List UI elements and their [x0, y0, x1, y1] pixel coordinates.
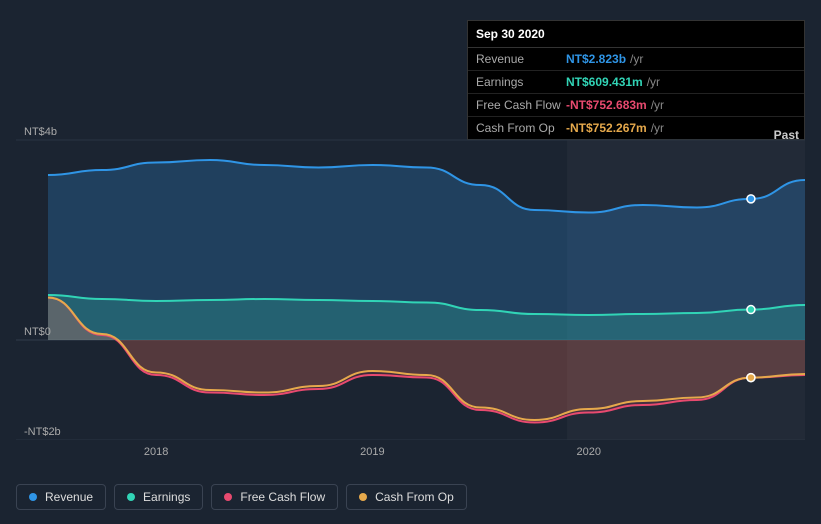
- tooltip-row-value: NT$609.431m: [566, 75, 643, 89]
- tooltip-date: Sep 30 2020: [468, 21, 804, 48]
- legend-dot-icon: [29, 493, 37, 501]
- legend-item-label: Cash From Op: [375, 490, 454, 504]
- y-axis-label: -NT$2b: [24, 426, 61, 438]
- legend-item-label: Revenue: [45, 490, 93, 504]
- y-axis-label: NT$0: [24, 326, 51, 338]
- chart-area[interactable]: Past NT$4b NT$0 -NT$2b 2018 2019 2020: [16, 120, 805, 460]
- legend-item-label: Earnings: [143, 490, 190, 504]
- tooltip-row-suffix: /yr: [651, 98, 664, 112]
- legend-item[interactable]: Earnings: [114, 484, 203, 510]
- legend-dot-icon: [359, 493, 367, 501]
- tooltip-row-label: Free Cash Flow: [476, 98, 566, 112]
- legend: Revenue Earnings Free Cash Flow Cash From O…: [16, 484, 467, 510]
- x-axis-label: 2018: [144, 446, 168, 458]
- legend-dot-icon: [127, 493, 135, 501]
- tooltip-row-value: NT$2.823b: [566, 52, 626, 66]
- x-axis-label: 2019: [360, 446, 384, 458]
- tooltip-row-suffix: /yr: [647, 75, 660, 89]
- tooltip-row: RevenueNT$2.823b/yr: [468, 48, 804, 71]
- chart-container: Sep 30 2020 RevenueNT$2.823b/yrEarningsN…: [0, 0, 821, 524]
- tooltip-row-suffix: /yr: [630, 52, 643, 66]
- legend-dot-icon: [224, 493, 232, 501]
- chart-svg: [16, 120, 805, 440]
- tooltip-row-label: Earnings: [476, 75, 566, 89]
- tooltip-row-value: -NT$752.683m: [566, 98, 647, 112]
- legend-item[interactable]: Revenue: [16, 484, 106, 510]
- tooltip-row: EarningsNT$609.431m/yr: [468, 71, 804, 94]
- tooltip-row: Free Cash Flow-NT$752.683m/yr: [468, 94, 804, 117]
- past-label: Past: [774, 128, 799, 142]
- legend-item[interactable]: Cash From Op: [346, 484, 467, 510]
- legend-item[interactable]: Free Cash Flow: [211, 484, 338, 510]
- tooltip-row-label: Revenue: [476, 52, 566, 66]
- x-axis-label: 2020: [576, 446, 600, 458]
- legend-item-label: Free Cash Flow: [240, 490, 325, 504]
- y-axis-label: NT$4b: [24, 126, 57, 138]
